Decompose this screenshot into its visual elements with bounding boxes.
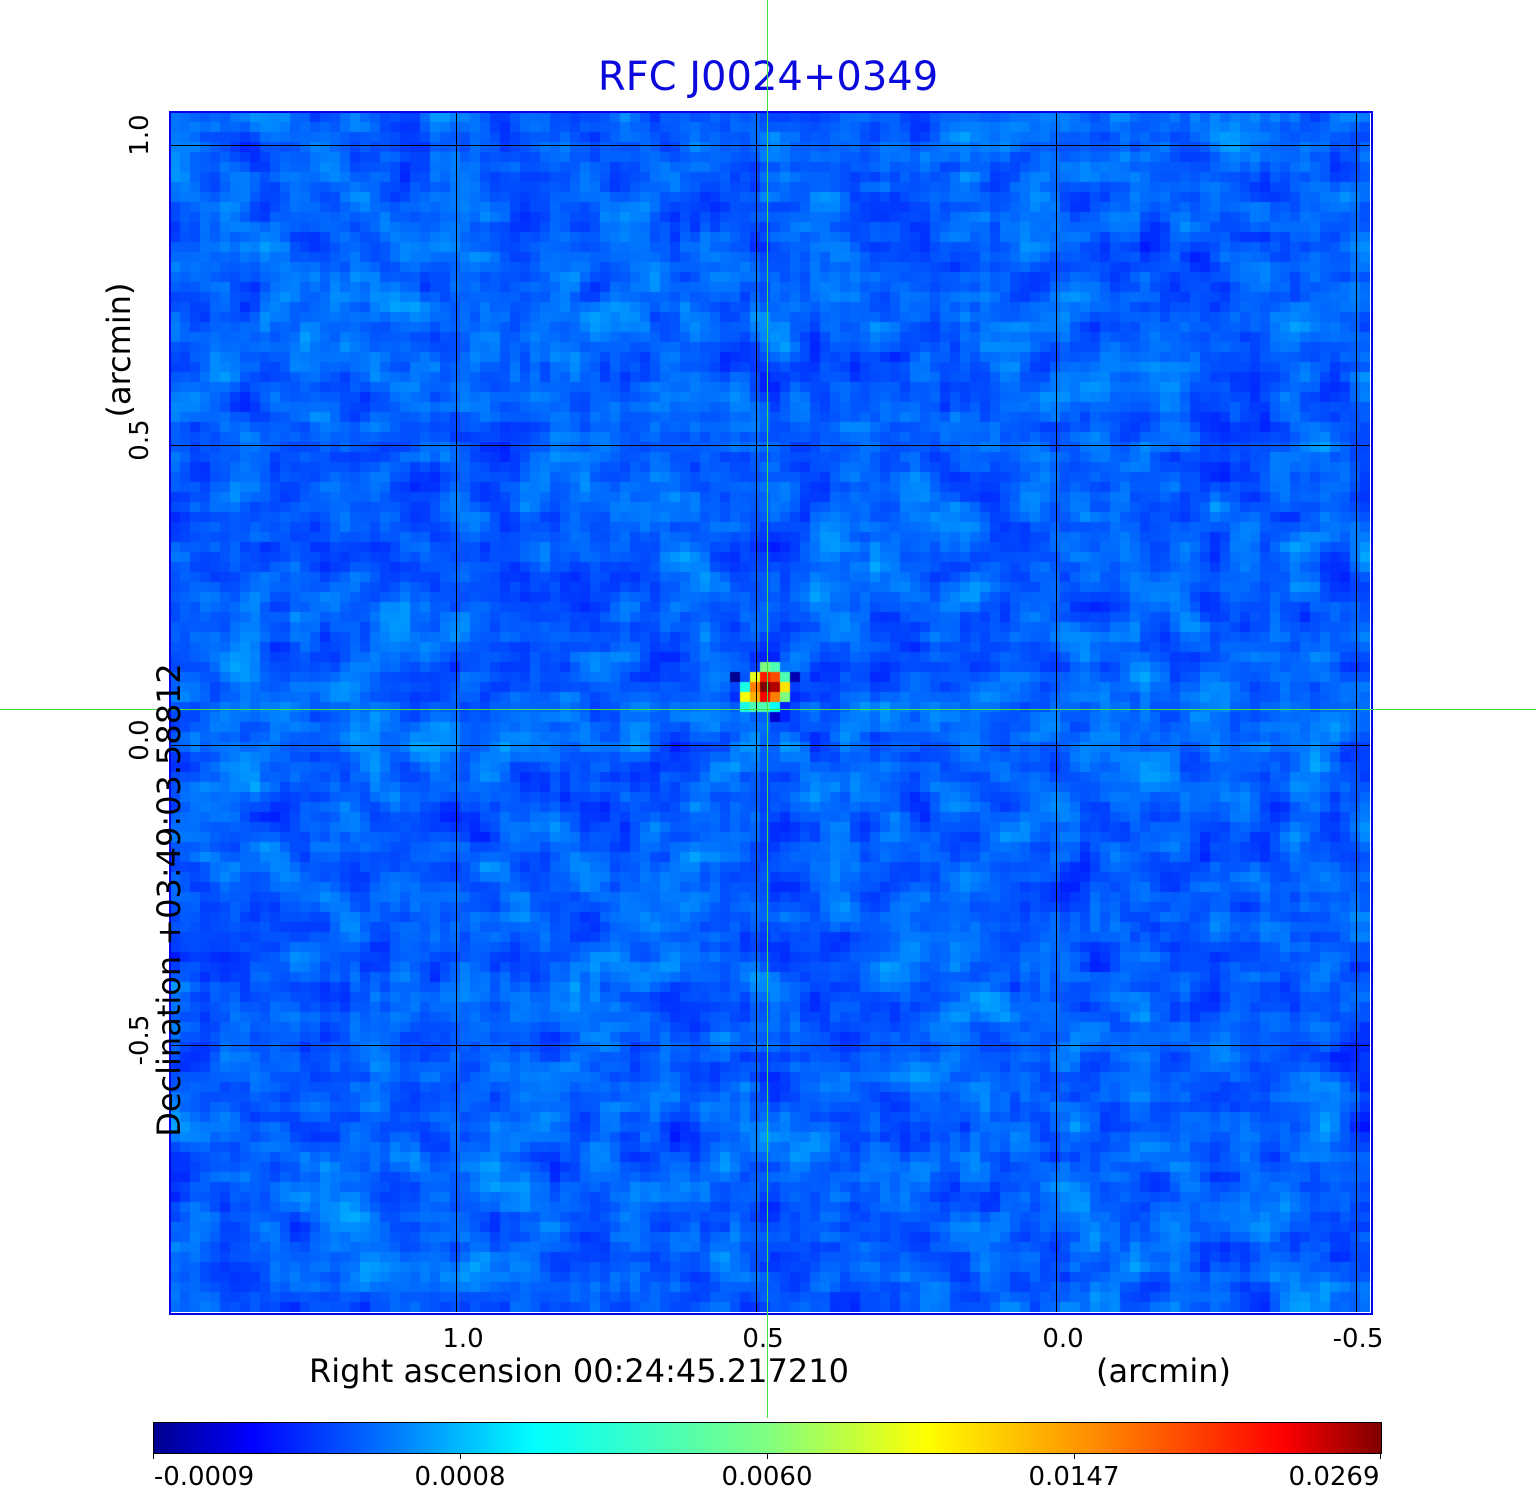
colorbar-tick-label: -0.0009 <box>153 1462 255 1492</box>
colorbar-tick-label: 0.0147 <box>1028 1462 1120 1492</box>
colorbar-tick-label: 0.0269 <box>1288 1462 1380 1492</box>
x-tick-label: 0.0 <box>1042 1324 1084 1354</box>
colorbar-tick <box>1074 1453 1075 1459</box>
colorbar-tick-label: 0.0060 <box>721 1462 813 1492</box>
y-axis-label: Declination +03:49:03.58812 <box>150 663 188 1137</box>
y-axis-unit: (arcmin) <box>100 282 138 418</box>
x-tick-label: 1.0 <box>442 1324 484 1354</box>
x-tick-label: 0.5 <box>742 1324 784 1354</box>
x-axis-unit: (arcmin) <box>1096 1352 1231 1390</box>
colorbar <box>153 1422 1382 1454</box>
heatmap-image <box>170 112 1370 1312</box>
x-axis-label: Right ascension 00:24:45.217210 <box>309 1352 849 1390</box>
colorbar-tick <box>460 1453 461 1459</box>
colorbar-tick <box>153 1453 154 1459</box>
grid-lines <box>170 112 1370 1312</box>
colorbar-tick <box>767 1453 768 1459</box>
crosshair-horizontal <box>0 709 1536 710</box>
colorbar-tick <box>1380 1453 1381 1459</box>
y-tick-label: 1.0 <box>125 114 155 156</box>
colorbar-tick-label: 0.0008 <box>414 1462 506 1492</box>
x-tick-label: -0.5 <box>1332 1324 1384 1354</box>
chart-title: RFC J0024+0349 <box>597 54 939 100</box>
